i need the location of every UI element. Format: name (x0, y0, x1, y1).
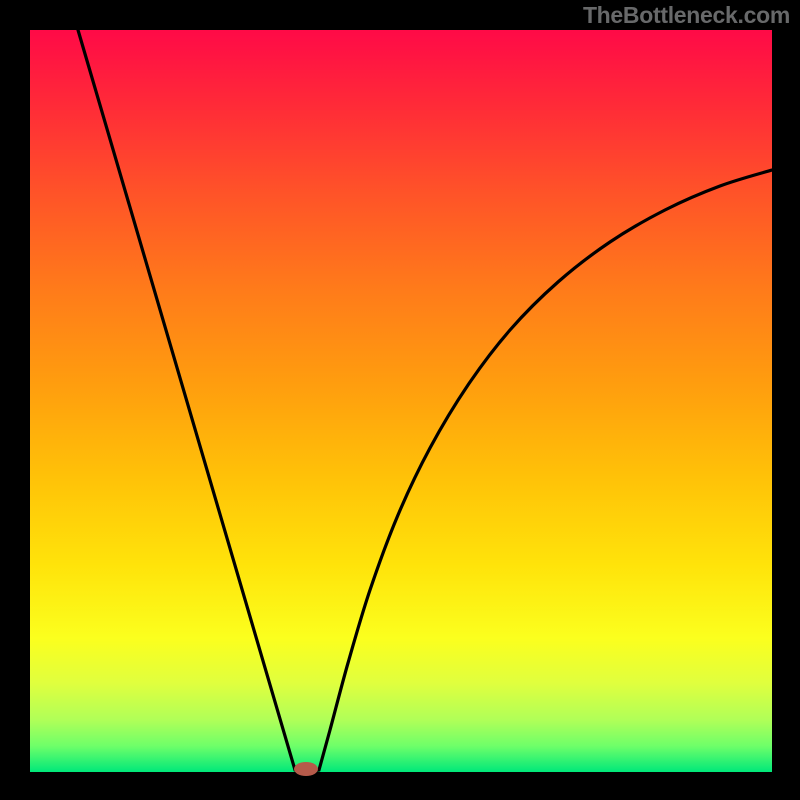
chart-container: { "watermark": { "text": "TheBottleneck.… (0, 0, 800, 800)
bottleneck-chart (0, 0, 800, 800)
gradient-background (30, 30, 772, 772)
watermark-text: TheBottleneck.com (583, 2, 790, 29)
optimal-point-marker (294, 762, 318, 776)
